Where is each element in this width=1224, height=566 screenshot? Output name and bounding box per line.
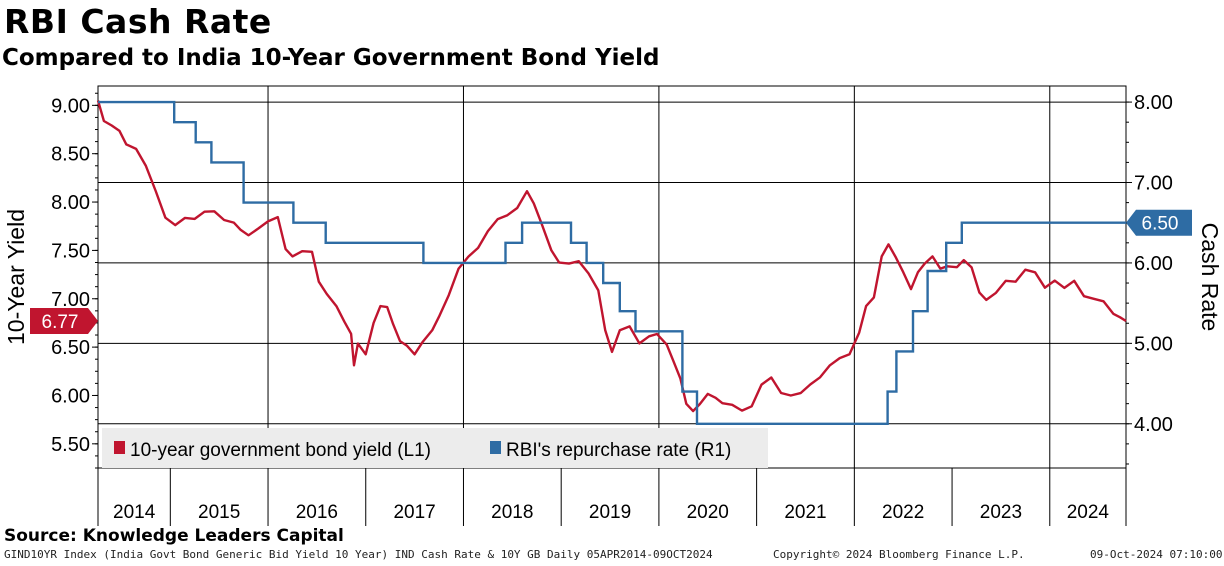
right-tick-label: 5.00 [1134,333,1173,355]
x-tick-label: 2020 [687,502,729,523]
legend: 10-year government bond yield (L1) RBI's … [102,428,768,468]
series-group [96,100,1127,425]
legend-box [102,428,768,468]
left-tick-label: 7.50 [51,240,90,262]
chart-title: RBI Cash Rate [4,2,272,41]
legend-label-repo: RBI's repurchase rate (R1) [506,440,731,461]
yield-last-value-tag [30,308,98,335]
x-tick-label: 2016 [296,502,338,523]
x-tick-label: 2017 [393,502,435,523]
right-tick-label: 6.00 [1134,253,1173,275]
x-tick-label: 2018 [491,502,533,523]
yield-last-value: 6.77 [42,312,79,333]
footer-right: 09-Oct-2024 07:10:00 [1090,548,1223,561]
footer-center: Copyright© 2024 Bloomberg Finance L.P. [773,548,1025,561]
repo-series-line [98,100,1126,425]
left-axis: 9.00 8.50 8.00 7.50 7.00 6.50 6.00 5.50 10-Year … [3,92,98,469]
left-tick-label: 8.50 [51,144,90,166]
repo-last-value: 6.50 [1142,214,1179,235]
x-tick-label: 2024 [1067,502,1110,523]
legend-label-yield: 10-year government bond yield (L1) [130,440,431,461]
right-axis: 8.00 7.00 6.00 5.00 4.00 Cash Rate [1126,92,1223,465]
left-tick-label: 5.50 [51,434,90,456]
x-tick-label: 2023 [980,502,1022,523]
left-tick-label: 6.50 [51,337,90,359]
left-tick-label: 9.00 [51,95,90,117]
x-axis: 2014 2015 2016 2017 2018 2019 2020 2021 2022 2023… [97,467,1127,526]
left-tick-label: 7.00 [51,289,90,311]
repo-last-value-tag [1126,209,1192,236]
x-tick-label: 2019 [589,502,631,523]
right-tick-label: 4.00 [1134,414,1173,436]
x-tick-label: 2022 [882,502,924,523]
source-note: Source: Knowledge Leaders Capital [4,526,344,546]
last-value-labels: 6.77 6.50 [30,209,1192,335]
x-tick-label: 2015 [198,502,240,523]
right-tick-label: 7.00 [1134,173,1173,195]
right-axis-label: Cash Rate [1197,223,1223,332]
footer-left: GIND10YR Index (India Govt Bond Generic … [4,548,713,561]
yield-series-line [96,100,1127,413]
left-tick-label: 6.00 [51,385,90,407]
legend-swatch-yield [114,441,125,454]
x-tick-label: 2014 [113,502,156,523]
legend-swatch-repo [490,441,501,454]
plot-frame [97,85,1127,469]
chart-subtitle: Compared to India 10-Year Government Bon… [2,45,660,71]
x-tick-label: 2021 [784,502,826,523]
left-tick-label: 8.00 [51,192,90,214]
grid-lines [97,85,1127,469]
right-tick-label: 8.00 [1134,92,1173,114]
left-axis-label: 10-Year Yield [3,209,29,345]
